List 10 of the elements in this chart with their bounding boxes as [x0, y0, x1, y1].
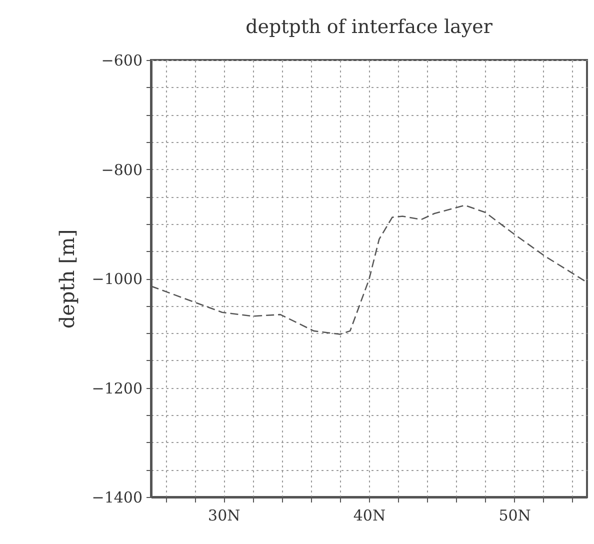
y-tick-label: −1200 [92, 379, 142, 398]
chart-title: deptpth of interface layer [246, 16, 494, 38]
y-tick-label: −800 [101, 160, 142, 179]
y-tick-label: −1400 [92, 488, 142, 506]
y-tick-label: −600 [101, 52, 142, 70]
y-tick-label: −1000 [92, 270, 142, 288]
y-axis-title: depth [m] [54, 229, 79, 329]
x-tick-label: 50N [498, 506, 531, 524]
x-tick-label: 40N [353, 506, 386, 524]
x-tick-label: 30N [208, 506, 240, 524]
